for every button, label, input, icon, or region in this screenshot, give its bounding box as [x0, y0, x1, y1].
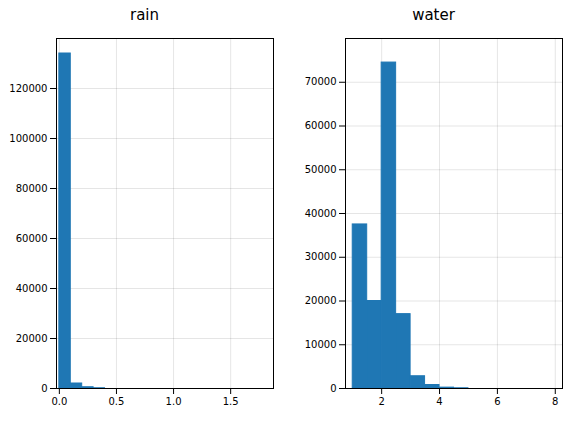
- svg-text:30000: 30000: [305, 251, 337, 262]
- svg-text:120000: 120000: [9, 83, 47, 94]
- html-text:rain: rain: [130, 6, 159, 24]
- html-text:water: water: [412, 6, 455, 24]
- svg-text:20000: 20000: [16, 333, 48, 344]
- svg-text:8: 8: [552, 396, 558, 407]
- svg-text:100000: 100000: [9, 133, 47, 144]
- svg-text:80000: 80000: [16, 183, 48, 194]
- svg-text:40000: 40000: [305, 208, 337, 219]
- svg-text:0: 0: [330, 383, 336, 394]
- svg-text:10000: 10000: [305, 339, 337, 350]
- svg-text:0.5: 0.5: [109, 396, 125, 407]
- svg-text:0.0: 0.0: [51, 396, 67, 407]
- svg-text:40000: 40000: [16, 283, 48, 294]
- svg-text:1.0: 1.0: [166, 396, 182, 407]
- svg-text:50000: 50000: [305, 164, 337, 175]
- svg-text:20000: 20000: [305, 295, 337, 306]
- svg-text:0: 0: [41, 383, 47, 394]
- svg-text:6: 6: [494, 396, 500, 407]
- svg-text:1.5: 1.5: [223, 396, 239, 407]
- svg-text:60000: 60000: [16, 233, 48, 244]
- svg-text:4: 4: [436, 396, 442, 407]
- svg-text:60000: 60000: [305, 120, 337, 131]
- svg-text:70000: 70000: [305, 76, 337, 87]
- svg-text:2: 2: [378, 396, 384, 407]
